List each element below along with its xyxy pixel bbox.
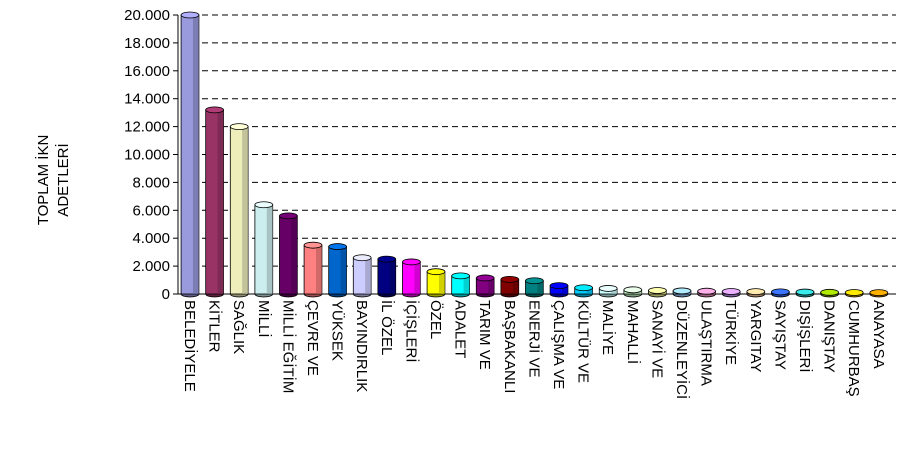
bar-cap xyxy=(844,289,864,296)
bar-shade xyxy=(414,261,421,294)
bar-cap xyxy=(377,255,397,263)
bar-cap xyxy=(598,285,618,292)
bar-shade xyxy=(512,279,519,294)
bar-cap xyxy=(328,243,347,250)
x-tick-label: TÜRKİYE xyxy=(722,300,740,365)
bar-cap xyxy=(820,288,839,296)
y-axis-label: TOPLAM İKN xyxy=(34,135,52,226)
y-tick-label: 10.000 xyxy=(124,147,170,164)
x-tick-label: ULAŞTIRMA xyxy=(698,300,715,386)
bar-cap xyxy=(771,288,790,296)
bar-shade xyxy=(365,257,372,294)
x-tick-label: KİTLER xyxy=(206,300,224,353)
y-tick-label: 6.000 xyxy=(132,202,170,219)
bar-cap xyxy=(500,275,520,283)
x-tick-label: ENERJİ VE xyxy=(525,300,543,378)
bar-cap xyxy=(525,277,544,285)
y-tick-label: 18.000 xyxy=(124,35,170,52)
x-tick-label: ADALET xyxy=(452,300,469,358)
x-tick-label: ÖZEL xyxy=(427,300,445,339)
x-tick-label: İÇİŞLERİ xyxy=(402,300,420,363)
bar-cap xyxy=(352,254,372,262)
x-tick-label: MİLLİ EĞİTİM xyxy=(279,300,297,393)
bar-cap xyxy=(426,268,446,276)
x-tick-label: İL ÖZEL xyxy=(378,300,396,355)
y-axis-label: ADETLERİ xyxy=(54,143,72,216)
x-tick-label: ÇALIŞMA VE xyxy=(550,300,567,389)
bar-cap xyxy=(795,288,815,296)
y-tick-label: 0 xyxy=(162,286,170,303)
bar-cap xyxy=(279,212,298,220)
x-tick-label: DIŞİŞLERİ xyxy=(796,300,814,373)
x-tick-label: KÜLTÜR VE xyxy=(575,300,593,383)
x-tick-label: SAYIŞTAY xyxy=(771,300,788,370)
bar-cap xyxy=(451,272,470,280)
x-tick-label: MALİYE xyxy=(599,300,617,355)
bar-shade xyxy=(315,245,322,294)
x-tick-label: BELEDİYELE xyxy=(181,300,199,392)
bar-shade xyxy=(561,285,568,294)
bar-cap xyxy=(721,288,741,295)
x-tick-label: MAHALLİ xyxy=(624,300,642,364)
x-tick-label: YÜKSEK xyxy=(329,300,347,361)
y-tick-label: 12.000 xyxy=(124,119,170,136)
bar-shade xyxy=(266,204,273,294)
x-tick-label: DÜZENLEYİCİ xyxy=(673,300,691,399)
y-tick-label: 8.000 xyxy=(132,174,170,191)
bar-cap xyxy=(672,287,692,295)
bar-shade xyxy=(488,277,495,294)
y-tick-label: 16.000 xyxy=(124,63,170,80)
bar-cap xyxy=(549,282,569,290)
bar-shade xyxy=(217,109,224,294)
bar-cap xyxy=(746,288,766,296)
bar-cap xyxy=(574,284,593,292)
x-tick-label: YARGITAY xyxy=(747,300,764,373)
bar-cap xyxy=(475,274,495,282)
x-tick-label: BAŞBAKANLI xyxy=(501,300,518,393)
bar-cap xyxy=(648,287,667,294)
bar-cap xyxy=(254,201,274,209)
bar-cap xyxy=(623,286,643,294)
y-tick-label: 14.000 xyxy=(124,91,170,108)
bar-shade xyxy=(537,280,544,294)
bar-shade xyxy=(389,259,396,294)
x-tick-label: ÇEVRE VE xyxy=(304,300,321,376)
x-tick-label: ANAYASA xyxy=(870,300,887,369)
x-tick-label: SANAYİ VE xyxy=(648,300,666,378)
bar-shade xyxy=(463,275,470,294)
bar-cap xyxy=(180,11,200,19)
bar-cap xyxy=(869,289,889,297)
bar-cap xyxy=(303,241,323,249)
x-tick-label: TARIM VE xyxy=(476,300,493,370)
x-tick-label: CUMHURBAŞ xyxy=(845,300,862,397)
bar-cap xyxy=(402,258,421,266)
bar-cap xyxy=(205,106,224,114)
bar-cap xyxy=(697,287,716,295)
x-tick-label: DANIŞTAY xyxy=(821,300,838,373)
bar-shade xyxy=(438,271,445,294)
bar-shade xyxy=(242,126,249,294)
y-tick-label: 2.000 xyxy=(132,258,170,275)
bar-shade xyxy=(340,246,347,294)
bar-shade xyxy=(192,15,199,294)
x-tick-label: MİLLİ xyxy=(255,300,273,338)
bar-shade xyxy=(291,215,298,294)
bar-cap xyxy=(229,123,249,130)
y-tick-label: 20.000 xyxy=(124,7,170,24)
y-tick-label: 4.000 xyxy=(132,230,170,247)
x-tick-label: BAYINDIRLIK xyxy=(353,300,370,392)
bar-shade xyxy=(586,287,593,294)
x-tick-label: SAĞLIK xyxy=(230,300,247,354)
